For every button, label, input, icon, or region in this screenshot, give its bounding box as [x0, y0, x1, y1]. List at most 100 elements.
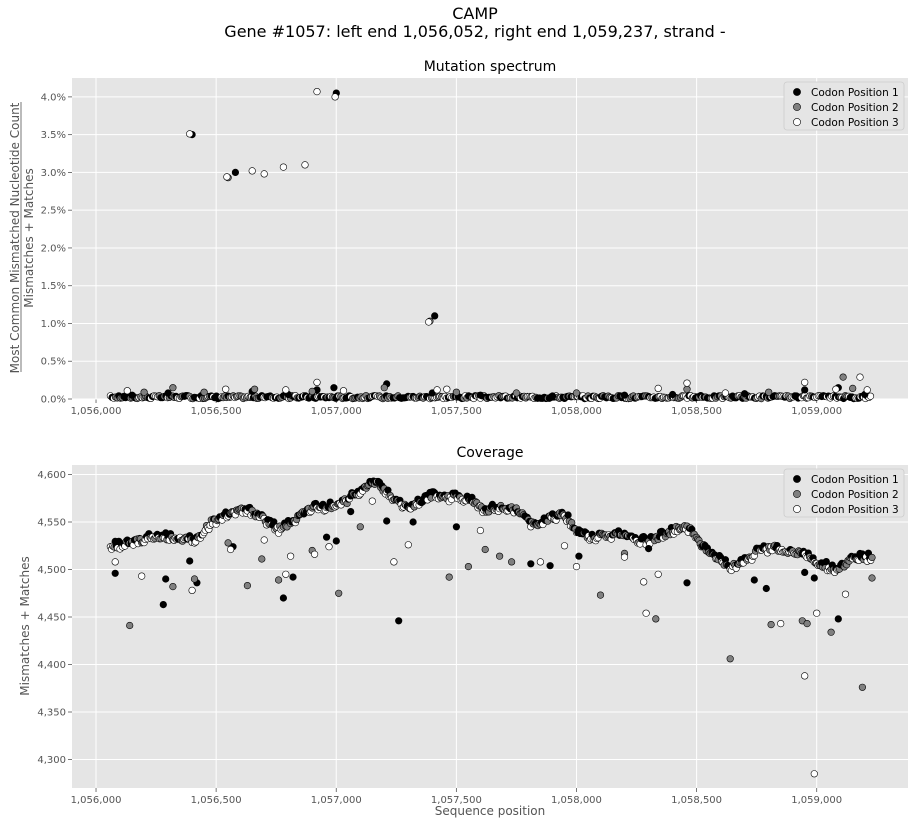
- coverage-point-codon-3: [813, 609, 821, 617]
- mutation-y-tick-label: 1.5%: [41, 281, 66, 292]
- coverage-legend-marker-codon-1: [793, 475, 801, 483]
- coverage-y-tick-label: 4,500: [37, 565, 66, 576]
- coverage-point-codon-2: [335, 589, 343, 597]
- mutation-point-codon-3: [339, 387, 348, 395]
- mutation-point-codon-1: [740, 390, 749, 398]
- mutation-point-codon-3: [282, 386, 290, 394]
- mutation-point-codon-3: [863, 386, 871, 394]
- coverage-point-codon-1: [186, 557, 194, 565]
- mutation-point-codon-3: [832, 385, 840, 393]
- coverage-point-codon-3: [368, 497, 376, 505]
- coverage-point-codon-3: [777, 619, 785, 628]
- coverage-point-codon-3: [841, 590, 850, 598]
- mutation-point-codon-2: [512, 389, 521, 397]
- mutation-point-codon-2: [839, 373, 847, 381]
- mutation-point-codon-3: [301, 161, 309, 169]
- mutation-legend-label-codon-1: Codon Position 1: [811, 87, 899, 99]
- mutation-point-codon-2: [452, 388, 461, 396]
- coverage-point-codon-1: [683, 579, 691, 587]
- coverage-xlabel: Sequence position: [435, 804, 546, 818]
- mutation-point-codon-1: [231, 168, 239, 176]
- coverage-point-codon-2: [224, 539, 232, 547]
- coverage-point-codon-1: [270, 518, 278, 526]
- mutation-y-tick-label: 3.5%: [41, 130, 66, 141]
- coverage-x-tick-label: 1,057,000: [311, 795, 362, 806]
- coverage-point-codon-1: [162, 575, 170, 583]
- coverage-point-codon-3: [476, 526, 485, 535]
- mutation-point-codon-3: [313, 87, 321, 96]
- mutation-point-codon-2: [200, 388, 208, 396]
- mutation-legend-marker-codon-3: [793, 118, 801, 126]
- coverage-legend-label-codon-1: Codon Position 1: [811, 474, 899, 486]
- mutation-y-tick-label: 2.5%: [41, 206, 66, 217]
- mutation-point-codon-1: [620, 391, 629, 399]
- coverage-point-codon-2: [243, 581, 251, 590]
- mutation-ylabel-denominator: Mismatches + Matches: [22, 168, 36, 307]
- coverage-point-codon-2: [508, 558, 516, 566]
- coverage-point-codon-2: [126, 621, 134, 630]
- coverage-title: Coverage: [456, 445, 523, 461]
- coverage-point-codon-2: [190, 575, 199, 583]
- coverage-point-codon-2: [767, 620, 775, 629]
- coverage-point-codon-2: [496, 552, 504, 560]
- mutation-legend-label-codon-2: Codon Position 2: [811, 102, 899, 114]
- mutation-point-codon-2: [169, 384, 177, 392]
- coverage-point-codon-3: [560, 542, 569, 550]
- coverage-point-codon-1: [159, 600, 167, 609]
- coverage-point-codon-1: [750, 576, 758, 584]
- coverage-point-codon-2: [868, 553, 876, 562]
- mutation-ylabel: Most Common Mismatched Nucleotide Count …: [8, 102, 36, 373]
- mutation-point-codon-1: [431, 312, 439, 320]
- coverage-point-codon-3: [227, 545, 235, 554]
- mutation-y-tick-label: 4.0%: [41, 92, 66, 103]
- coverage-point-codon-1: [801, 568, 809, 577]
- mutation-y-tick-label: 0.5%: [41, 357, 66, 368]
- coverage-point-codon-2: [481, 545, 489, 554]
- coverage-point-codon-3: [325, 543, 333, 551]
- coverage-legend-marker-codon-2: [793, 490, 801, 498]
- coverage-point-codon-1: [289, 573, 297, 581]
- mutation-point-codon-3: [801, 378, 809, 387]
- coverage-x-tick-label: 1,058,000: [551, 795, 602, 806]
- mutation-point-codon-1: [801, 386, 809, 394]
- mutation-point-codon-2: [683, 385, 691, 393]
- coverage-panel: Coverage 1,056,000 1,056,500 1,057,000 1,05…: [37, 445, 908, 806]
- coverage-point-codon-1: [111, 569, 119, 577]
- coverage-legend-marker-codon-3: [793, 505, 801, 513]
- mutation-point-codon-2: [251, 385, 259, 393]
- coverage-y-tick-label: 4,450: [37, 613, 66, 624]
- coverage-point-codon-1: [564, 511, 572, 519]
- coverage-legend-label-codon-2: Codon Position 2: [811, 489, 899, 501]
- coverage-x-tick-label: 1,058,500: [671, 795, 722, 806]
- coverage-y-tick-label: 4,600: [37, 470, 66, 481]
- coverage-x-tick-label: 1,059,000: [791, 795, 842, 806]
- coverage-point-codon-1: [279, 594, 288, 602]
- mutation-y-tick-label: 0.0%: [41, 395, 66, 406]
- coverage-point-codon-2: [356, 523, 364, 531]
- mutation-point-codon-1: [548, 392, 557, 400]
- coverage-point-codon-3: [260, 536, 268, 544]
- mutation-point-codon-3: [123, 387, 131, 395]
- coverage-y-tick-label: 4,550: [37, 518, 66, 529]
- coverage-point-codon-2: [827, 628, 835, 636]
- coverage-point-codon-3: [287, 552, 295, 560]
- coverage-point-codon-2: [169, 582, 177, 591]
- mutation-point-codon-3: [248, 167, 256, 175]
- mutation-point-codon-1: [476, 391, 485, 399]
- coverage-point-codon-3: [536, 558, 545, 566]
- mutation-x-tick-label: 1,056,500: [191, 406, 242, 417]
- mutation-x-tick-label: 1,057,000: [311, 406, 362, 417]
- coverage-point-codon-1: [409, 518, 417, 526]
- coverage-point-codon-2: [258, 555, 266, 563]
- mutation-point-codon-3: [260, 170, 268, 178]
- coverage-point-codon-1: [383, 517, 391, 525]
- mutation-x-tick-label: 1,058,500: [671, 406, 722, 417]
- mutation-point-codon-1: [668, 390, 677, 399]
- coverage-point-codon-3: [572, 562, 581, 571]
- coverage-point-codon-3: [390, 558, 398, 566]
- mutation-plot-area: [72, 78, 908, 399]
- mutation-point-codon-3: [331, 93, 339, 101]
- mutation-point-codon-3: [279, 163, 288, 171]
- coverage-point-codon-3: [188, 586, 196, 595]
